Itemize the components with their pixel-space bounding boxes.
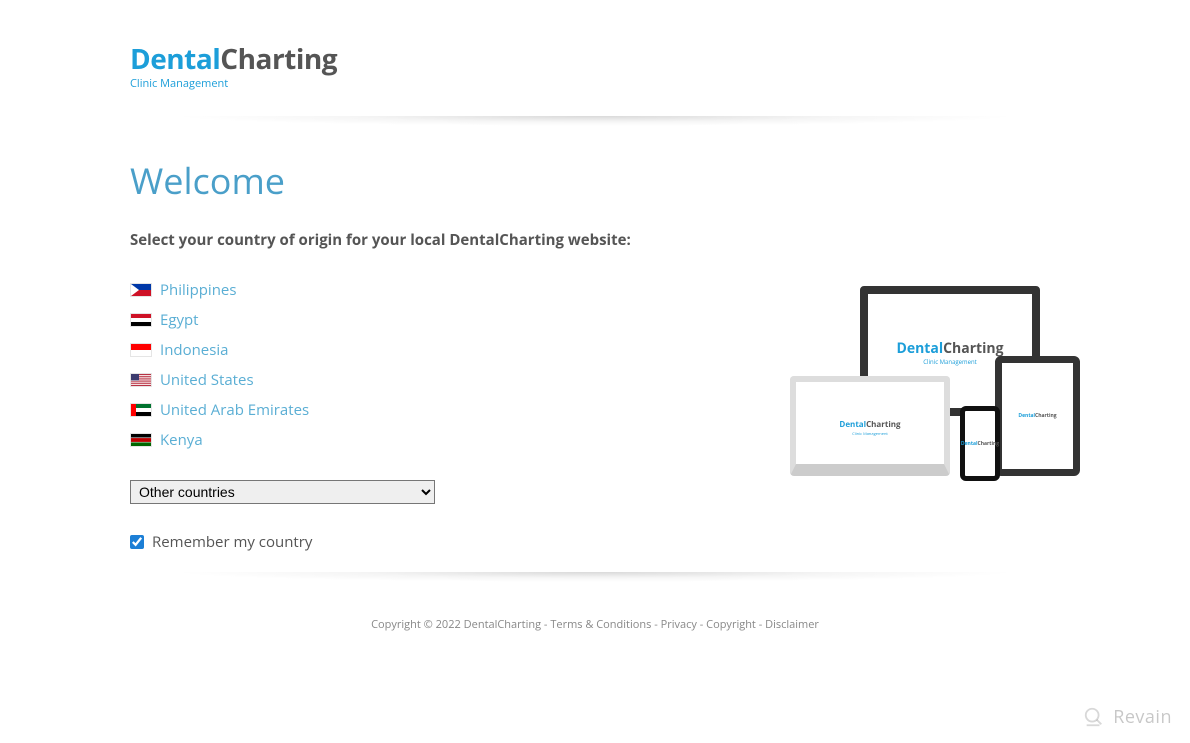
magnifier-icon <box>1083 706 1105 728</box>
brand-logo: DentalCharting Clinic Management <box>130 40 1060 91</box>
footer-link[interactable]: Privacy <box>661 617 697 632</box>
watermark: Revain <box>1083 705 1172 729</box>
devices-illustration: DentalCharting Clinic Management DentalC… <box>780 286 1080 486</box>
flag-icon-ae <box>130 403 152 417</box>
footer-link[interactable]: Disclaimer <box>765 617 819 632</box>
flag-icon-ke <box>130 433 152 447</box>
country-link-ke[interactable]: Kenya <box>160 430 203 450</box>
country-link-eg[interactable]: Egypt <box>160 310 199 330</box>
country-link-id[interactable]: Indonesia <box>160 340 228 360</box>
logo-tagline: Clinic Management <box>130 76 1060 91</box>
flag-icon-eg <box>130 313 152 327</box>
divider-top <box>170 116 1020 126</box>
logo-word-1: Dental <box>130 40 220 78</box>
country-link-ae[interactable]: United Arab Emirates <box>160 400 309 420</box>
device-tablet: DentalCharting <box>995 356 1080 476</box>
page-footer: Copyright © 2022 DentalCharting - Terms … <box>130 617 1060 632</box>
device-phone: DentalCharting <box>960 406 1000 481</box>
remember-country-label[interactable]: Remember my country <box>130 532 1060 552</box>
country-link-ph[interactable]: Philippines <box>160 280 237 300</box>
footer-link[interactable]: Terms & Conditions <box>550 617 651 632</box>
country-link-us[interactable]: United States <box>160 370 254 390</box>
logo-word-2: Charting <box>220 40 337 78</box>
watermark-text: Revain <box>1113 705 1172 729</box>
device-laptop: DentalCharting Clinic Management <box>790 376 950 476</box>
page-title: Welcome <box>130 156 1060 205</box>
instruction-text: Select your country of origin for your l… <box>130 230 1060 250</box>
flag-icon-ph <box>130 283 152 297</box>
remember-country-checkbox[interactable] <box>130 535 144 549</box>
remember-country-text: Remember my country <box>152 532 312 552</box>
flag-icon-us <box>130 373 152 387</box>
other-countries-select[interactable]: Other countries <box>130 480 435 504</box>
divider-bottom <box>170 572 1020 582</box>
flag-icon-id <box>130 343 152 357</box>
footer-link[interactable]: Copyright <box>706 617 756 632</box>
copyright-text: Copyright © 2022 DentalCharting <box>371 617 541 632</box>
